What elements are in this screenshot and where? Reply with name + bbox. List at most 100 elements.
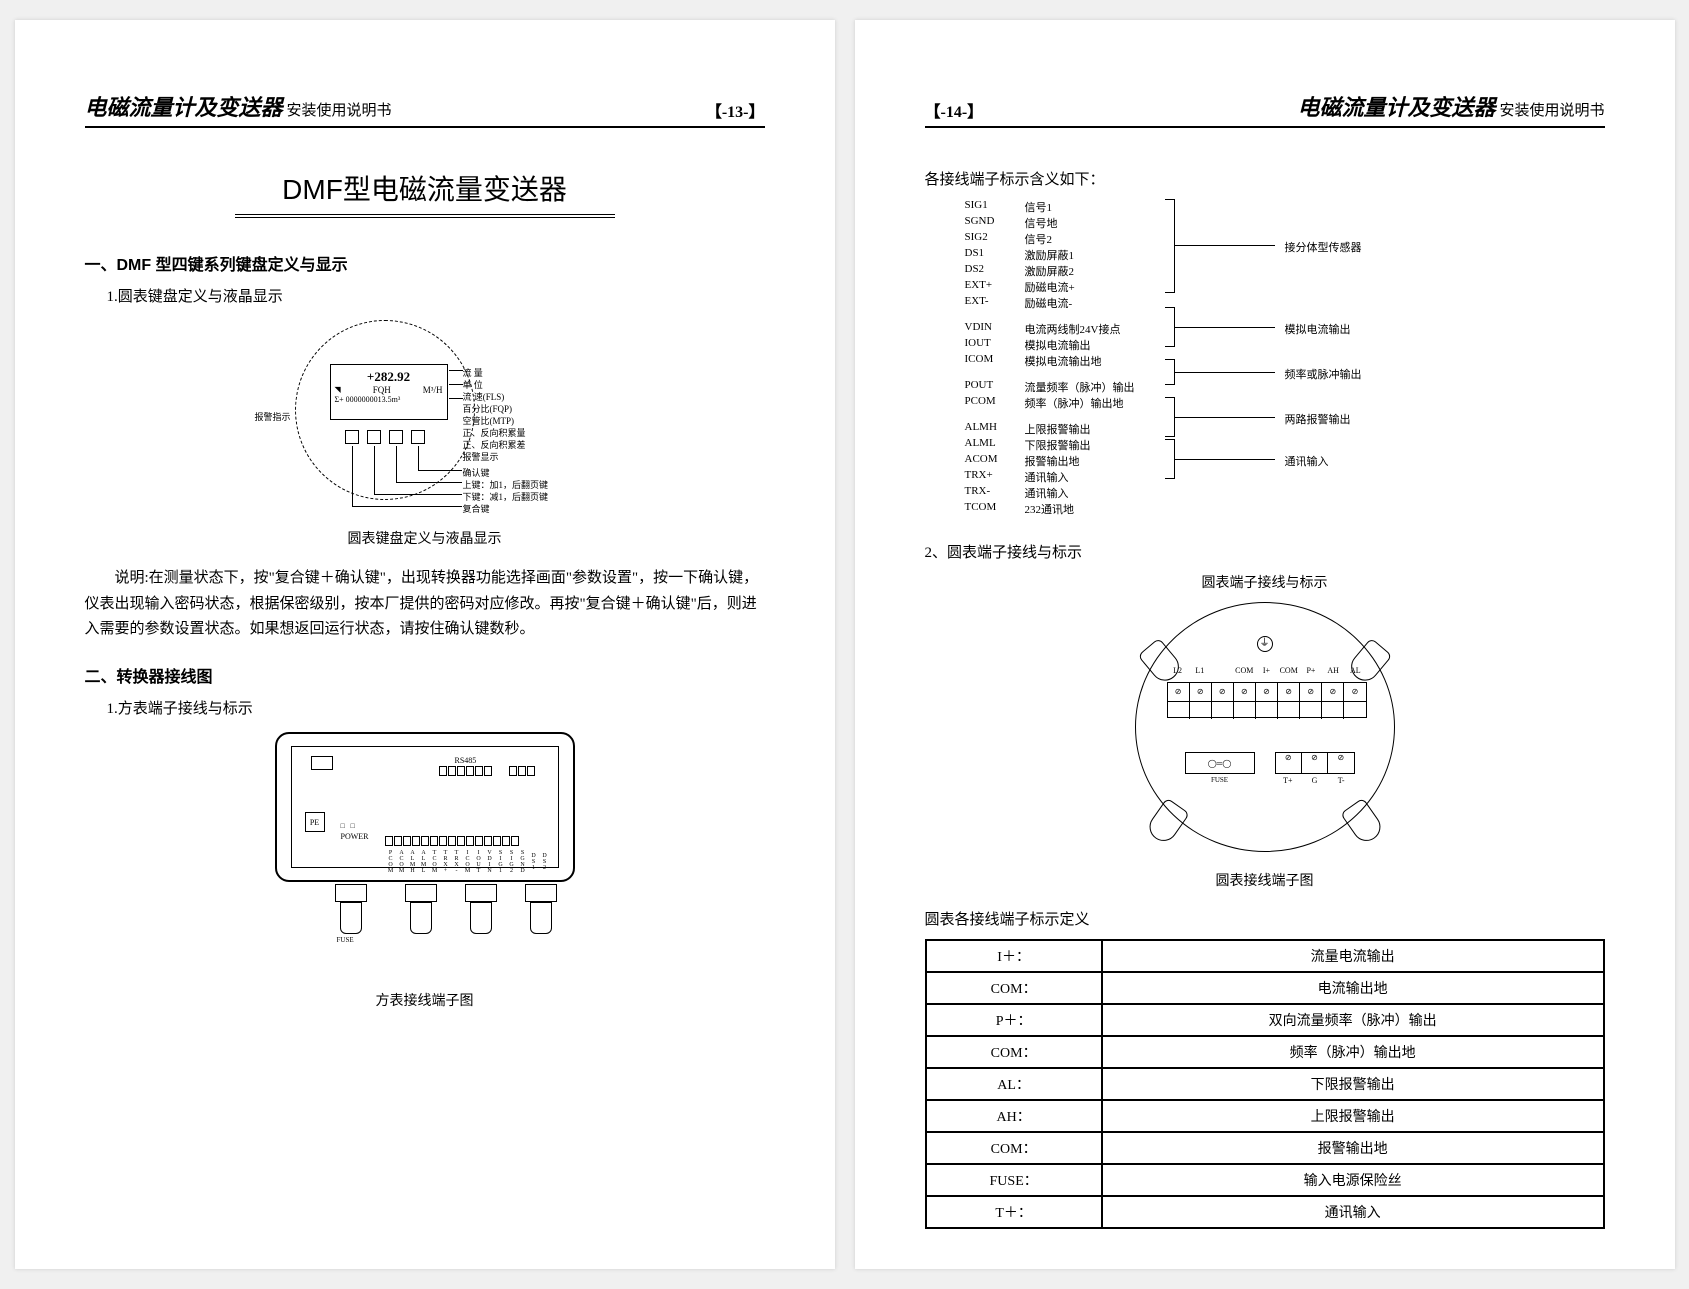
table-cell: FUSE：: [926, 1164, 1102, 1196]
fuse-box: ◯═◯ FUSE: [1185, 752, 1255, 774]
terminal-code: EXT-: [965, 295, 1025, 311]
terminal-labels-row: PCOMACOMALMHALMLTCOMTRX+TRX-ICOMIOUTVDIN…: [385, 850, 549, 874]
rt-btm-label: G: [1301, 776, 1328, 785]
terminal-label: SIG1: [495, 850, 505, 874]
terminal-row: PCOM频率（脉冲）输出地: [965, 395, 1565, 411]
table-row: COM：报警输出地: [926, 1132, 1604, 1164]
table-cell: 流量电流输出: [1102, 940, 1604, 972]
terminal-desc: 励磁电流-: [1025, 295, 1155, 311]
button-4: [411, 430, 425, 444]
comm-labels: T+GT-: [1275, 776, 1355, 785]
table-cell: 下限报警输出: [1102, 1068, 1604, 1100]
terminal-group-4: ALMH上限报警输出ALML下限报警输出ACOM报警输出地TRX+通讯输入TRX…: [965, 421, 1565, 517]
terminal-label: IOUT: [473, 850, 483, 874]
power-dots: □ □: [341, 822, 357, 830]
round-terminal-strip: ⊘⊘⊘⊘⊘⊘⊘⊘⊘: [1167, 682, 1367, 718]
terminal-code: TRX+: [965, 469, 1025, 485]
page-header-right: 【-14-】 电磁流量计及变送器 安装使用说明书: [925, 90, 1605, 128]
bracket-4a: [1165, 397, 1175, 437]
table-row: P＋：双向流量频率（脉冲）输出: [926, 1004, 1604, 1036]
terminal-label: ICOM: [462, 850, 472, 874]
table-cell: COM：: [926, 1132, 1102, 1164]
terminal-code: VDIN: [965, 321, 1025, 337]
figure-keypad: +282.92 ◥ FQH M³/H Σ+ 0000000013.5m³ 流 量: [85, 320, 765, 520]
terminal-desc: 报警输出地: [1025, 453, 1155, 469]
terminal-row: IOUT模拟电流输出: [965, 337, 1565, 353]
terminal-code: ICOM: [965, 353, 1025, 369]
paragraph-explanation: 说明:在测量状态下，按"复合键＋确认键"，出现转换器功能选择画面"参数设置"，按…: [85, 566, 765, 643]
figure-round-terminal: ⏚ L2L1COMI+COMP+AHAL ⊘⊘⊘⊘⊘⊘⊘⊘⊘ ◯═◯ FUSE …: [925, 602, 1605, 862]
section-2-1-heading: 1.方表端子接线与标示: [107, 697, 765, 718]
terminal-label: DS1: [528, 850, 538, 874]
connector-4: [525, 884, 557, 934]
power-label: POWER: [341, 832, 369, 841]
button-3: [389, 430, 403, 444]
table-row: I＋：流量电流输出: [926, 940, 1604, 972]
terminal-row: DS2激励屏蔽2: [965, 263, 1565, 279]
terminal-code: ALMH: [965, 421, 1025, 437]
bracket-1-label: 接分体型传感器: [1285, 239, 1362, 255]
lcd-total: Σ+ 0000000013.5m³: [335, 395, 443, 404]
page-right: 【-14-】 电磁流量计及变送器 安装使用说明书 各接线端子标示含义如下： SI…: [855, 20, 1675, 1269]
terminal-row: ALML下限报警输出: [965, 437, 1565, 453]
terminal-group-2: VDIN电流两线制24V接点IOUT模拟电流输出ICOM模拟电流输出地: [965, 321, 1565, 369]
table-cell: 双向流量频率（脉冲）输出: [1102, 1004, 1604, 1036]
terminal-label: PCOM: [385, 850, 395, 874]
table-cell: T＋：: [926, 1196, 1102, 1228]
terminal-row: SGND信号地: [965, 215, 1565, 231]
terminal-desc: 电流两线制24V接点: [1025, 321, 1155, 337]
rt-btm-label: T+: [1275, 776, 1302, 785]
terminal-label: ACOM: [396, 850, 406, 874]
figure-1-caption: 圆表键盘定义与液晶显示: [85, 528, 765, 548]
bracket-2-label: 模拟电流输出: [1285, 321, 1351, 337]
doc-title-italic-r: 电磁流量计及变送器: [1297, 95, 1495, 120]
button-1: [345, 430, 359, 444]
dip-switch: [311, 756, 333, 770]
rt-label: P+: [1300, 666, 1322, 675]
figure-square-terminal: RS485 PE POWER □ □ PCOMACOMALMHALMLTCOMT…: [85, 732, 765, 982]
bracket-4b-label: 通讯输入: [1285, 453, 1329, 469]
terminal-label: ALMH: [407, 850, 417, 874]
terminal-label: TRX-: [451, 850, 461, 874]
terminal-desc: 信号2: [1025, 231, 1155, 247]
table-row: COM：频率（脉冲）输出地: [926, 1036, 1604, 1068]
terminal-desc: 模拟电流输出: [1025, 337, 1155, 353]
terminal-row: ALMH上限报警输出: [965, 421, 1565, 437]
terminal-code: SGND: [965, 215, 1025, 231]
terminal-desc: 通讯输入: [1025, 469, 1155, 485]
section-1-heading: 一、DMF 型四键系列键盘定义与显示: [85, 251, 765, 275]
terminal-row: TRX-通讯输入: [965, 485, 1565, 501]
figure-3-title: 圆表端子接线与标示: [925, 572, 1605, 592]
page-number-right: 【-14-】: [925, 98, 984, 122]
terminal-code: IOUT: [965, 337, 1025, 353]
doc-title-small: 安装使用说明书: [287, 103, 392, 119]
terminal-row: POUT流量频率（脉冲）输出: [965, 379, 1565, 395]
terminal-definition-table: I＋：流量电流输出COM：电流输出地P＋：双向流量频率（脉冲）输出COM：频率（…: [925, 939, 1605, 1229]
terminal-label: TCOM: [429, 850, 439, 874]
label-alarm-disp: 报警显示: [463, 450, 499, 463]
table-cell: AL：: [926, 1068, 1102, 1100]
terminal-row: EXT-励磁电流-: [965, 295, 1565, 311]
terminal-definitions: SIG1信号1SGND信号地SIG2信号2DS1激励屏蔽1DS2激励屏蔽2EXT…: [965, 199, 1565, 517]
terminal-row: EXT+励磁电流+: [965, 279, 1565, 295]
terminal-desc: 信号1: [1025, 199, 1155, 215]
connector-3: [465, 884, 497, 934]
terminal-desc: 232通讯地: [1025, 501, 1155, 517]
rt-label: L1: [1189, 666, 1211, 675]
table-row: COM：电流输出地: [926, 972, 1604, 1004]
terminal-row: TRX+通讯输入: [965, 469, 1565, 485]
terminal-strip-top: [439, 766, 492, 776]
table-title: 圆表各接线端子标示定义: [925, 908, 1605, 929]
rt-btm-label: T-: [1328, 776, 1355, 785]
bracket-3: [1165, 359, 1175, 385]
table-cell: 报警输出地: [1102, 1132, 1604, 1164]
connector-2: [405, 884, 437, 934]
terminal-label: SIG2: [506, 850, 516, 874]
terminal-desc: 励磁电流+: [1025, 279, 1155, 295]
terminal-code: ALML: [965, 437, 1025, 453]
terminal-code: DS1: [965, 247, 1025, 263]
terminal-label: SGND: [517, 850, 527, 874]
label-compound: 复合键: [463, 502, 490, 515]
round-terminal-labels: L2L1COMI+COMP+AHAL: [1167, 666, 1367, 675]
doc-title-small-r: 安装使用说明书: [1499, 103, 1604, 119]
